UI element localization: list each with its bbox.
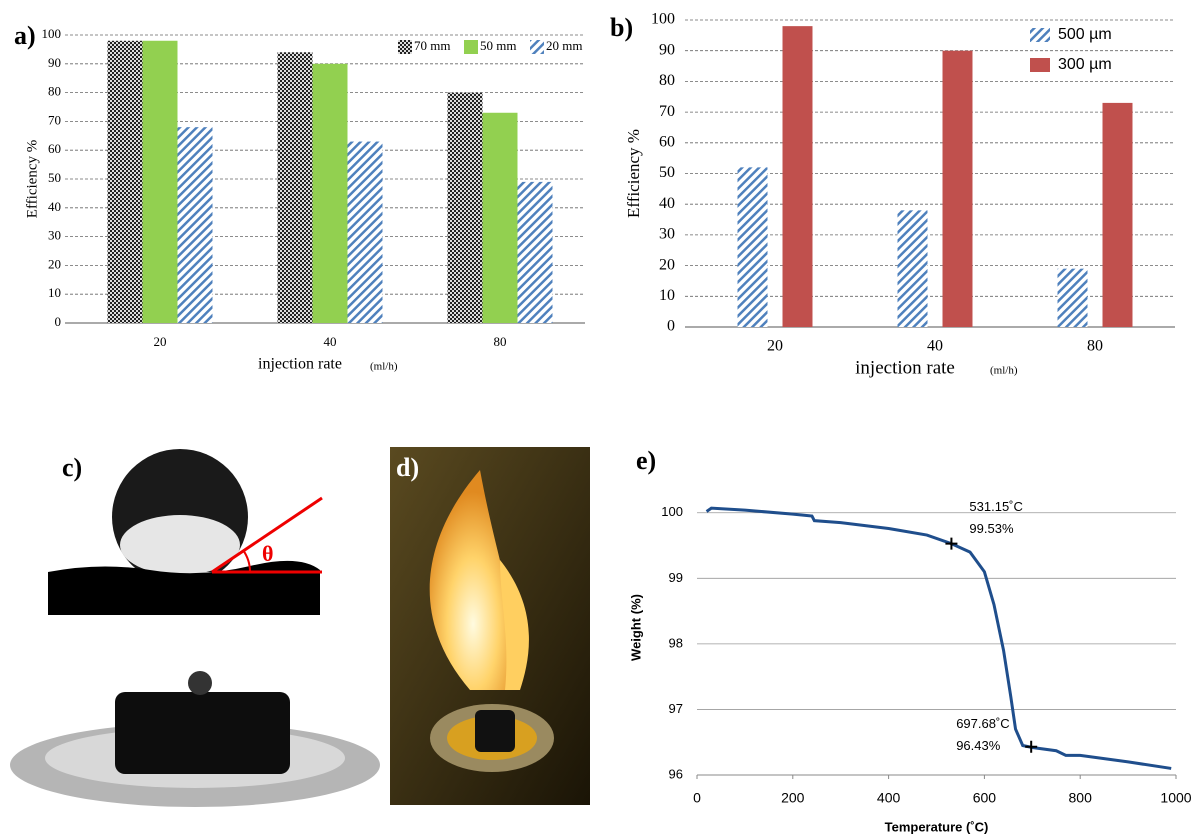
x-tick-label: 200	[781, 790, 805, 806]
angle-symbol: θ	[262, 541, 273, 566]
legend-label: 50 mm	[480, 38, 516, 53]
x-tick-label: 20	[767, 338, 783, 355]
point-label: 99.53%	[969, 521, 1014, 536]
y-tick-label: 30	[659, 226, 675, 243]
y-tick-label: 10	[48, 285, 61, 300]
panel-label: e)	[636, 446, 656, 475]
x-axis-title: Temperature (˚C)	[885, 819, 989, 834]
y-tick-label: 20	[48, 256, 61, 271]
y-tick-label: 70	[659, 103, 675, 120]
y-tick-label: 10	[659, 287, 675, 304]
y-axis-title: Efficiency %	[24, 140, 40, 218]
y-tick-label: 97	[669, 701, 683, 716]
bar	[277, 52, 313, 323]
point-label: 697.68˚C	[956, 716, 1009, 731]
x-axis-title: injection rate	[855, 357, 955, 378]
bar	[942, 50, 973, 327]
bar	[107, 40, 143, 323]
y-tick-label: 80	[48, 84, 61, 99]
bar	[347, 141, 383, 323]
panel-label: b)	[610, 13, 633, 42]
y-tick-label: 99	[669, 570, 683, 585]
point-marker	[1025, 740, 1038, 753]
legend-label: 500 µm	[1058, 26, 1112, 43]
x-tick-label: 0	[693, 790, 701, 806]
legend-swatch	[1030, 58, 1050, 72]
bar	[737, 167, 768, 327]
bar	[482, 112, 518, 323]
panel-label: c)	[62, 453, 82, 482]
y-tick-label: 40	[659, 195, 675, 212]
bar	[517, 181, 553, 323]
point-marker	[945, 537, 958, 550]
x-tick-label: 600	[973, 790, 997, 806]
y-axis-title: Weight (%)	[628, 594, 643, 661]
x-tick-label: 400	[877, 790, 901, 806]
y-tick-label: 40	[48, 199, 61, 214]
y-tick-label: 60	[659, 133, 675, 150]
y-tick-label: 20	[659, 256, 675, 273]
y-tick-label: 50	[659, 164, 675, 181]
y-tick-label: 70	[48, 112, 61, 127]
y-tick-label: 90	[659, 41, 675, 58]
panel-label: d)	[396, 453, 419, 482]
y-tick-label: 80	[659, 72, 675, 89]
legend-swatch	[530, 40, 544, 54]
point-label: 531.15˚C	[969, 499, 1022, 514]
line	[705, 506, 1172, 770]
y-tick-label: 100	[661, 504, 683, 519]
legend-swatch	[1030, 28, 1050, 42]
x-tick-label: 40	[324, 334, 337, 349]
y-tick-label: 100	[42, 26, 62, 41]
bar	[897, 210, 928, 327]
x-tick-label: 80	[1087, 338, 1103, 355]
legend-label: 70 mm	[414, 38, 450, 53]
legend-swatch	[464, 40, 478, 54]
panel-label: a)	[14, 21, 36, 50]
legend-label: 20 mm	[546, 38, 582, 53]
bar	[312, 63, 348, 324]
y-tick-label: 30	[48, 228, 61, 243]
bar	[1057, 268, 1088, 327]
y-axis-title: Efficiency %	[624, 129, 643, 218]
x-tick-label: 40	[927, 338, 943, 355]
y-tick-label: 50	[48, 170, 61, 185]
bar	[447, 92, 483, 323]
y-tick-label: 98	[669, 635, 683, 650]
photo-d: d)	[390, 447, 590, 805]
photo-c: θ c)	[10, 449, 380, 807]
x-tick-label: 20	[154, 334, 167, 349]
bar	[1102, 102, 1133, 327]
x-axis-unit: (ml/h)	[370, 361, 398, 373]
y-tick-label: 90	[48, 55, 61, 70]
bar	[177, 127, 213, 323]
point-label: 96.43%	[956, 738, 1001, 753]
x-axis-title: injection rate	[258, 356, 342, 373]
bar	[782, 26, 813, 327]
legend-label: 300 µm	[1058, 56, 1112, 73]
bar	[142, 40, 178, 323]
y-tick-label: 0	[667, 318, 675, 335]
x-axis-unit: (ml/h)	[990, 365, 1018, 377]
y-tick-label: 60	[48, 141, 61, 156]
x-tick-label: 800	[1069, 790, 1093, 806]
y-tick-label: 96	[669, 766, 683, 781]
legend-swatch	[398, 40, 412, 54]
x-tick-label: 80	[494, 334, 507, 349]
x-tick-label: 1000	[1160, 790, 1191, 806]
y-tick-label: 100	[651, 11, 675, 28]
y-tick-label: 0	[55, 314, 62, 329]
